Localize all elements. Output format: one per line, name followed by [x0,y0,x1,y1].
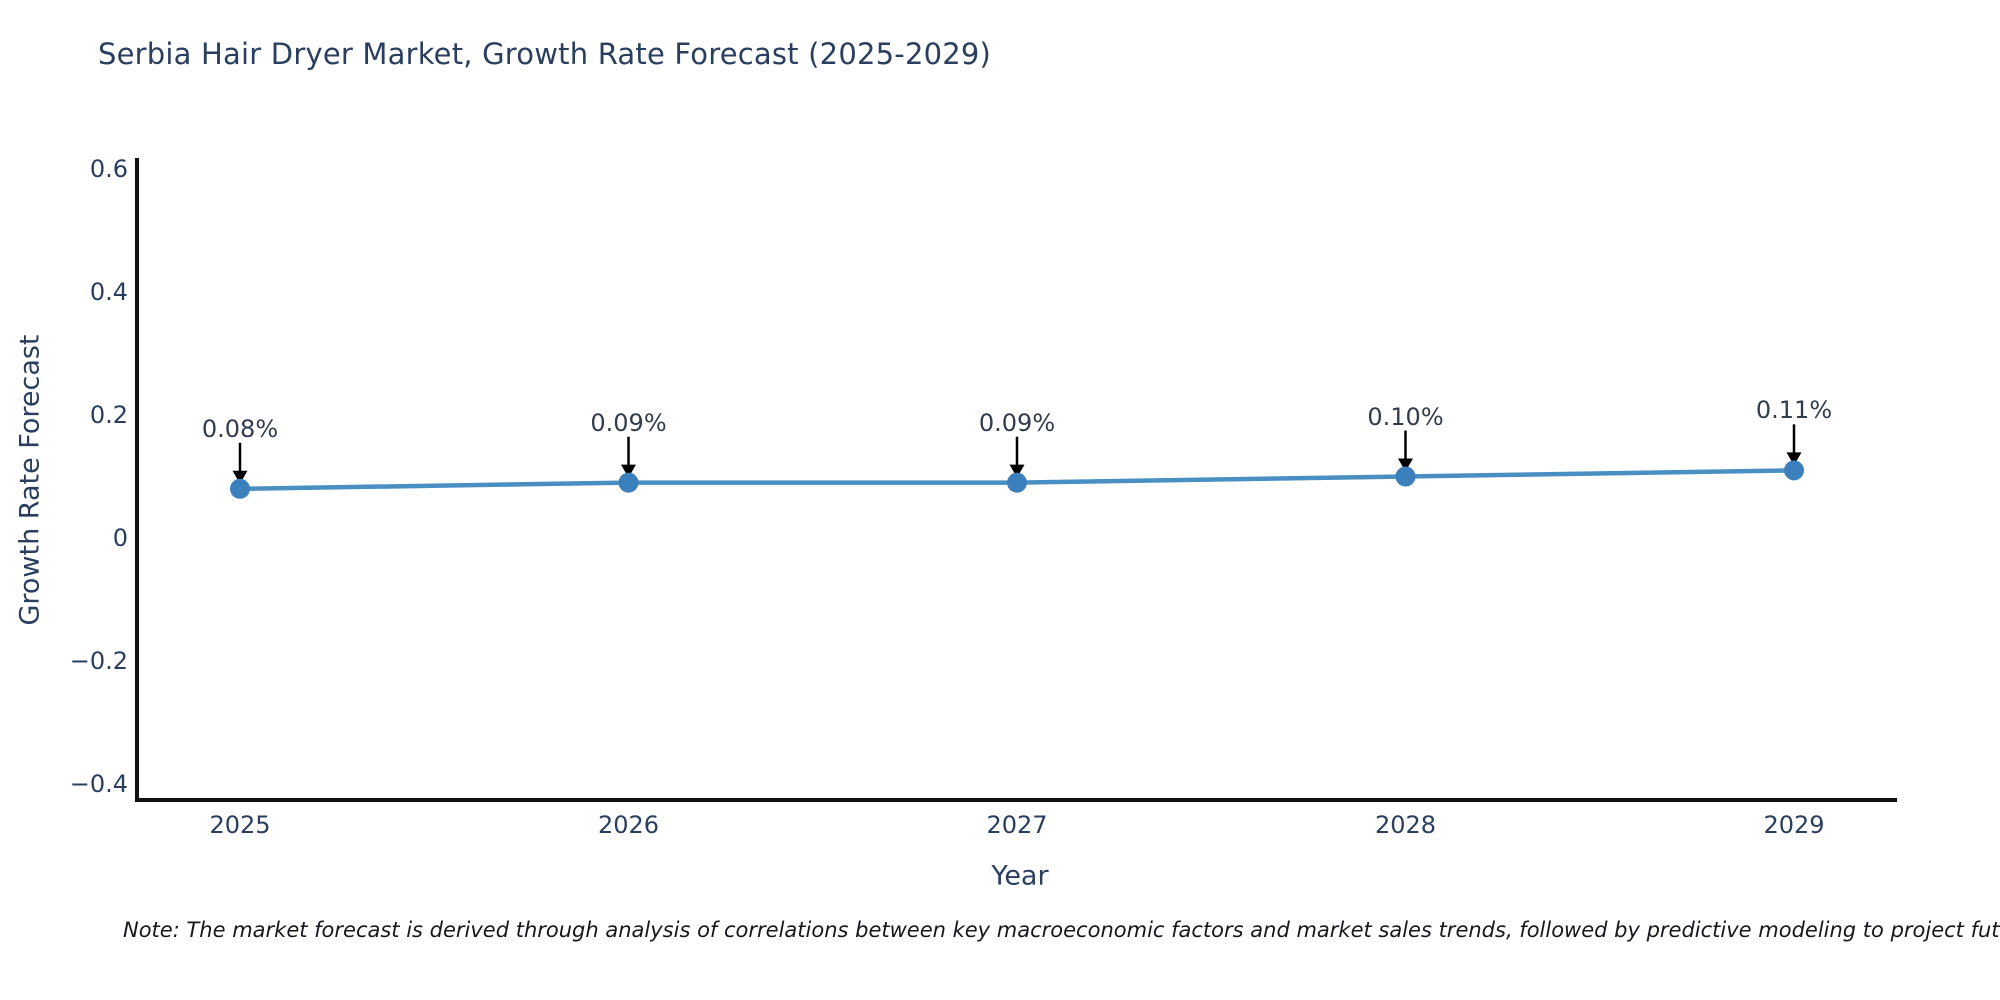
data-point-marker[interactable] [1007,472,1027,493]
x-axis-title: Year [991,860,1049,892]
x-tick-label: 2029 [1763,811,1825,839]
footnote: Note: The market forecast is derived thr… [123,918,2000,942]
annotation-arrow-head [1786,452,1802,466]
y-tick-label: 0.6 [89,155,128,183]
x-tick-label: 2026 [597,811,660,839]
data-point-marker[interactable] [1395,466,1416,487]
chart-title: Serbia Hair Dryer Market, Growth Rate Fo… [98,37,992,71]
annotation-arrow-head [232,470,248,484]
data-point-label: 0.08% [201,414,279,443]
annotation-arrow-head [1398,458,1413,472]
y-tick-label: −0.4 [69,770,128,798]
x-tick-label: 2027 [986,811,1048,839]
data-point-label: 0.09% [590,408,667,437]
data-point-label: 0.09% [978,408,1056,437]
annotation-arrow-head [1009,464,1025,478]
y-tick-label: 0.4 [89,278,128,306]
data-point-label: 0.10% [1367,402,1444,431]
annotation-arrow-head [621,464,636,478]
x-tick-label: 2025 [209,811,271,839]
data-point-marker[interactable] [618,472,639,493]
data-point-marker[interactable] [230,478,250,499]
y-tick-label: 0.2 [89,401,128,429]
y-tick-label: 0 [112,524,128,552]
x-tick-label: 2028 [1374,811,1437,839]
y-tick-label: −0.2 [69,647,128,675]
data-point-label: 0.11% [1755,396,1833,425]
data-point-marker[interactable] [1784,460,1804,481]
